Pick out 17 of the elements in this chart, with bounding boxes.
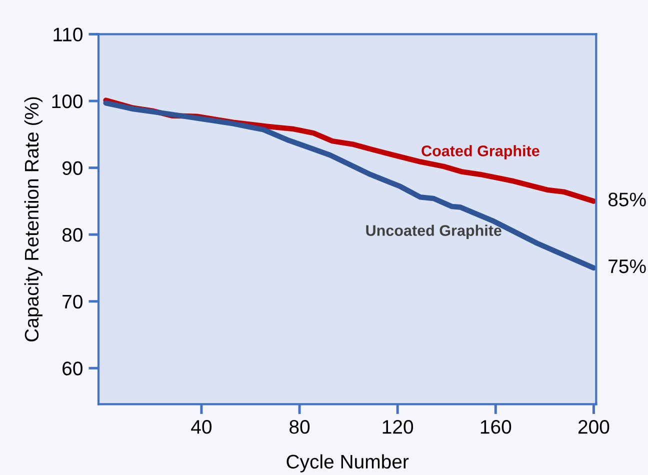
annotation: 75%: [608, 260, 646, 274]
y-axis-title: Capacity Retention Rate (%): [24, 97, 42, 342]
y-tick-label: 110: [54, 28, 82, 42]
y-tick-label: 90: [62, 161, 82, 176]
series-label: Coated Graphite: [422, 145, 540, 160]
x-tick-label: 160: [480, 420, 512, 434]
x-tick-label: 80: [290, 420, 310, 434]
series-label: Uncoated Graphite: [366, 224, 502, 239]
y-tick-label: 100: [52, 94, 82, 108]
x-axis-title: Cycle Number: [286, 454, 409, 472]
x-tick-label: 120: [382, 420, 414, 434]
y-tick-label: 70: [62, 294, 82, 309]
annotation: 85%: [608, 192, 646, 206]
x-tick-label: 200: [578, 420, 610, 434]
x-tick-label: 40: [191, 420, 212, 434]
y-tick-label: 80: [62, 228, 82, 242]
y-tick-label: 60: [62, 362, 82, 376]
